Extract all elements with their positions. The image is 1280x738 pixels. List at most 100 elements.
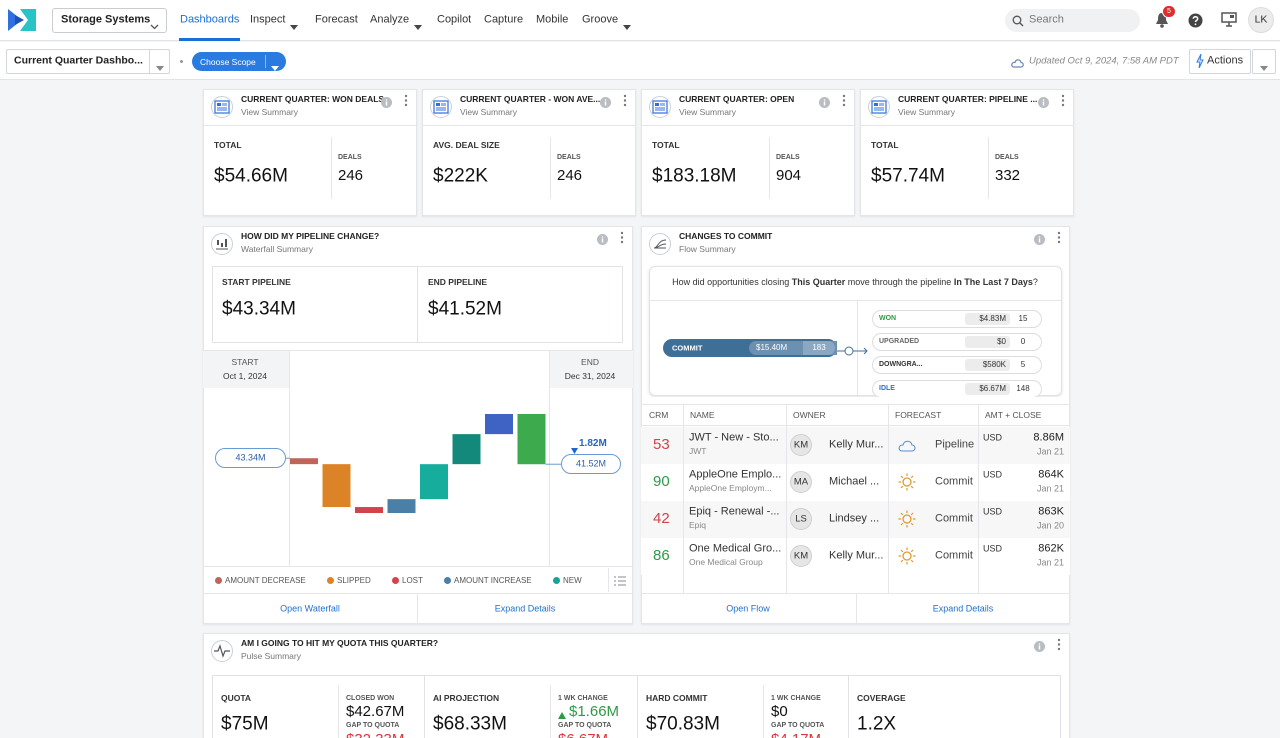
- icon-part: [217, 103, 221, 106]
- logo[interactable]: [6, 5, 38, 35]
- more-menu[interactable]: [1060, 94, 1066, 107]
- deals-label: DEALS: [338, 153, 362, 161]
- nav-item[interactable]: Capture: [484, 13, 524, 26]
- card-icon: [649, 233, 671, 255]
- icon-part: [902, 514, 912, 524]
- table-row[interactable]: [641, 538, 1070, 575]
- target-amount: $580K: [982, 360, 1006, 370]
- search-box[interactable]: [1005, 9, 1140, 32]
- search-placeholder: Search: [1029, 13, 1064, 26]
- flow-box-mask: [642, 397, 1069, 404]
- waterfall-bar: [517, 414, 546, 465]
- more-menu[interactable]: [622, 94, 628, 107]
- help-icon[interactable]: [1188, 13, 1203, 28]
- icon-part: [271, 66, 279, 71]
- more-menu[interactable]: [619, 231, 625, 244]
- footer-link[interactable]: Open Waterfall: [280, 603, 340, 614]
- opportunity-name: Epiq - Renewal -...: [689, 505, 780, 518]
- nav-item[interactable]: Inspect: [250, 13, 286, 26]
- apps-icon[interactable]: [1221, 12, 1237, 27]
- info-icon[interactable]: [381, 95, 392, 108]
- table-row[interactable]: [641, 464, 1070, 501]
- start-pill: [215, 448, 286, 469]
- footer-link[interactable]: Expand Details: [932, 603, 994, 614]
- icon-part: [898, 440, 916, 452]
- nav-item[interactable]: Copilot: [437, 13, 472, 26]
- end-pill-label: 41.52M: [575, 458, 607, 469]
- more-menu[interactable]: [1056, 638, 1062, 651]
- more-menu[interactable]: [841, 94, 847, 107]
- workspace-select[interactable]: [52, 8, 167, 33]
- icon-part: [433, 100, 449, 114]
- info-icon[interactable]: [1034, 639, 1045, 652]
- lightning-icon: [1196, 53, 1204, 69]
- footer-link[interactable]: Expand Details: [494, 603, 556, 614]
- nav-item[interactable]: Dashboards: [180, 13, 240, 26]
- forecast-category: Commit: [935, 512, 973, 525]
- amount: 863K: [1038, 505, 1064, 518]
- divider: [549, 350, 550, 566]
- card-subtitle: View Summary: [460, 106, 517, 117]
- target-name: DOWNGRA...: [879, 360, 923, 368]
- icon-part: [1188, 13, 1203, 28]
- cloud-icon: [1010, 55, 1024, 68]
- card: [860, 89, 1074, 216]
- currency: USD: [983, 432, 1003, 443]
- footer-link[interactable]: Open Flow: [726, 603, 770, 614]
- legend-dot: [215, 577, 222, 584]
- icon-part: [620, 236, 624, 239]
- deals-value: 332: [995, 167, 1021, 184]
- actions-more[interactable]: [1252, 49, 1276, 74]
- icon-part: [837, 347, 868, 355]
- forecast-icon: [898, 547, 916, 565]
- nav-item[interactable]: Groove: [582, 13, 619, 26]
- icon-part: [404, 94, 408, 98]
- avatar[interactable]: [1248, 7, 1274, 33]
- more-menu[interactable]: [403, 94, 409, 107]
- card-icon: [868, 96, 890, 118]
- end-date: Dec 31, 2024: [564, 370, 616, 381]
- scope-button[interactable]: [192, 52, 286, 71]
- nav-item[interactable]: Analyze: [370, 13, 410, 26]
- column-header: FORECAST: [895, 409, 942, 420]
- info-icon[interactable]: [600, 95, 611, 108]
- icon-part: [414, 25, 422, 30]
- dashboard-select[interactable]: [6, 49, 170, 74]
- icon-part: [1057, 231, 1061, 235]
- legend-label: AMOUNT INCREASE: [454, 575, 532, 585]
- legend-toggle[interactable]: [614, 573, 626, 586]
- target-name: IDLE: [879, 384, 895, 392]
- card-subtitle: Pulse Summary: [241, 650, 301, 661]
- actions-label: Actions: [1207, 54, 1244, 67]
- info-icon[interactable]: [1034, 232, 1045, 245]
- more-menu[interactable]: [1056, 231, 1062, 244]
- nav-item[interactable]: Mobile: [536, 13, 569, 26]
- icon-part: [623, 25, 631, 30]
- card-subtitle: View Summary: [679, 106, 736, 117]
- icon-part: [1034, 641, 1045, 652]
- workspace-name: Storage Systems: [61, 13, 151, 26]
- account-name: AppleOne Employm...: [689, 482, 772, 493]
- target-count: 148: [1016, 384, 1030, 394]
- metric-value: $68.33M: [433, 713, 507, 735]
- metric-value: $183.18M: [652, 165, 737, 187]
- nav-item[interactable]: Forecast: [315, 13, 358, 26]
- owner-avatar: [790, 434, 812, 456]
- question-part: In The Last 7 Days: [953, 277, 1033, 287]
- owner-initials: KM: [793, 439, 809, 451]
- icon-part: [211, 640, 233, 662]
- waterfall-bar: [355, 507, 383, 513]
- chevron: [150, 17, 159, 30]
- icon-part: [601, 238, 604, 243]
- info-icon[interactable]: [597, 232, 608, 245]
- info-icon[interactable]: [819, 95, 830, 108]
- owner-avatar: [790, 508, 812, 530]
- divider: [650, 300, 1061, 301]
- table-row[interactable]: [641, 427, 1070, 464]
- info-icon[interactable]: [1038, 95, 1049, 108]
- dropdown-arrow: [156, 59, 164, 71]
- waterfall-chart: [286, 414, 561, 513]
- table-row[interactable]: [641, 501, 1070, 538]
- icon-part: [600, 97, 611, 108]
- end-pill: [561, 454, 621, 475]
